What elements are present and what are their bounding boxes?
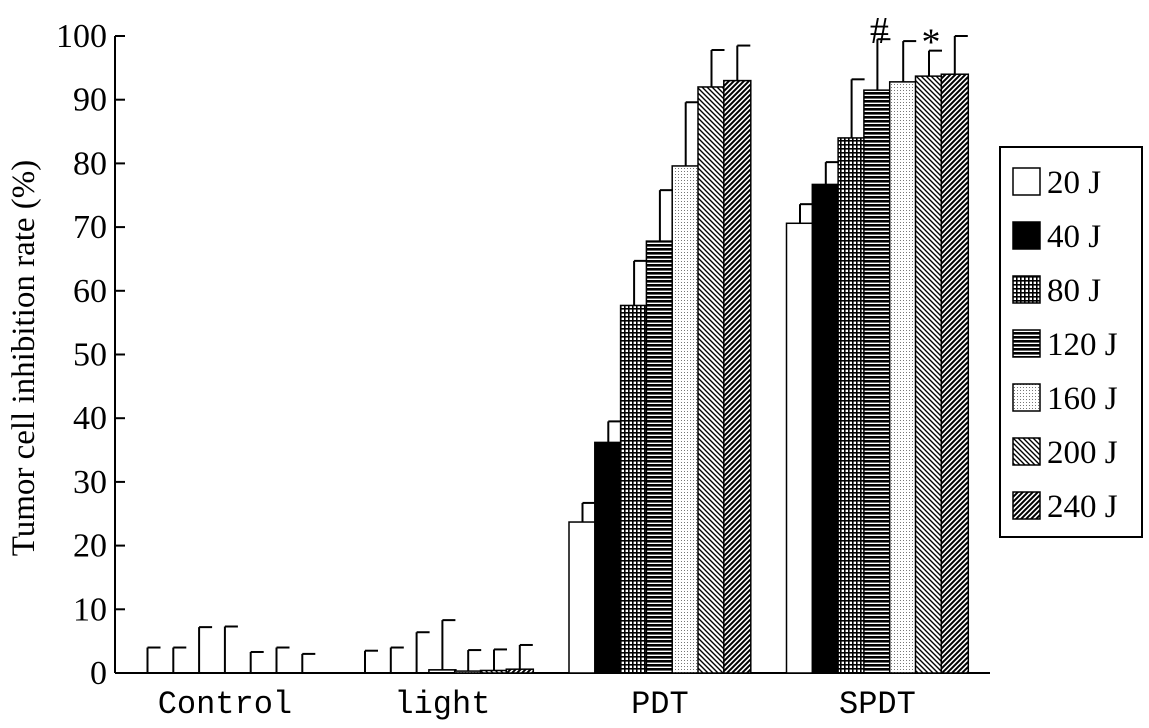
significance-marker: # <box>870 10 889 52</box>
legend-label-200-j: 200 J <box>1047 435 1118 471</box>
bar-spdt-40-j <box>811 183 841 674</box>
bar-spdt-160-j <box>888 81 918 674</box>
bar-light-160-j <box>453 670 483 674</box>
legend-label-240-j: 240 J <box>1047 489 1118 525</box>
error-bar-light-120-j <box>441 619 456 670</box>
error-bar-spdt-40-j <box>824 161 839 185</box>
error-bar-control-20-j <box>146 646 161 673</box>
legend-swatch-200-j <box>1012 437 1041 466</box>
error-bar-control-80-j <box>198 626 213 673</box>
legend-label-160-j: 160 J <box>1047 381 1118 417</box>
error-bar-pdt-40-j <box>607 420 622 443</box>
x-tick-label-control: Control <box>158 686 292 723</box>
error-bar-control-240-j <box>301 652 316 673</box>
legend-swatch-80-j <box>1012 275 1041 304</box>
bar-pdt-40-j <box>594 441 623 674</box>
legend-label-40-j: 40 J <box>1047 219 1101 255</box>
legend-label-80-j: 80 J <box>1047 273 1101 309</box>
bar-light-120-j <box>428 669 457 674</box>
error-bar-pdt-20-j <box>581 501 596 523</box>
error-bar-spdt-20-j <box>799 203 813 224</box>
bar-pdt-200-j <box>697 86 726 674</box>
y-tick-label: 70 <box>73 209 107 246</box>
bar-spdt-120-j <box>863 89 892 674</box>
error-bar-control-160-j <box>249 650 264 673</box>
error-bar-light-40-j <box>389 646 404 673</box>
y-axis-label-group: Tumor cell inhibition rate (%) <box>6 160 42 557</box>
y-tick-label: 40 <box>73 400 107 437</box>
error-bar-spdt-160-j <box>902 40 917 82</box>
error-bar-light-80-j <box>415 631 430 673</box>
x-tick-labels: Control light PDT SPDT <box>158 686 916 723</box>
bar-pdt-20-j <box>568 521 597 674</box>
legend-label-20-j: 20 J <box>1047 165 1101 201</box>
legend-swatch-240-j <box>1012 491 1041 520</box>
error-bar-spdt-200-j <box>928 49 942 77</box>
error-bar-control-40-j <box>172 646 187 673</box>
error-bar-pdt-160-j <box>684 101 699 166</box>
error-bar-light-240-j <box>518 643 533 670</box>
bar-pdt-120-j <box>645 240 675 674</box>
error-bar-light-160-j <box>467 649 482 672</box>
y-tick-label: 90 <box>73 82 107 119</box>
x-tick-label-spdt: SPDT <box>839 686 916 723</box>
error-bar-control-200-j <box>275 646 290 673</box>
error-bar-pdt-80-j <box>633 259 648 306</box>
bar-pdt-160-j <box>671 165 700 674</box>
y-tick-label: 0 <box>90 655 107 692</box>
bar-pdt-240-j <box>723 79 752 674</box>
y-axis-label: Tumor cell inhibition rate (%) <box>6 160 42 557</box>
legend: 20 J 40 J 80 J 120 J 160 J 200 J 240 J <box>999 146 1143 538</box>
legend-label-120-j: 120 J <box>1047 327 1118 363</box>
bar-spdt-200-j <box>914 75 944 674</box>
y-ticks: 0 10 20 30 40 50 60 70 80 90 100 <box>56 18 125 692</box>
error-bar-pdt-200-j <box>710 49 725 87</box>
bar-spdt-80-j <box>837 137 866 674</box>
bars <box>428 73 970 674</box>
y-tick-label: 60 <box>73 273 107 310</box>
y-tick-label: 50 <box>73 337 107 374</box>
error-bars <box>146 35 968 673</box>
bar-pdt-80-j <box>619 304 649 674</box>
error-bar-pdt-120-j <box>658 189 673 242</box>
error-bar-control-120-j <box>223 625 238 673</box>
bar-light-200-j <box>479 669 509 674</box>
legend-swatch-40-j <box>1012 221 1041 250</box>
legend-swatch-160-j <box>1012 383 1041 412</box>
error-bar-spdt-80-j <box>850 78 865 138</box>
y-tick-label: 10 <box>73 591 107 628</box>
y-tick-label: 30 <box>73 464 107 501</box>
x-tick-label-pdt: PDT <box>631 686 689 723</box>
error-bar-light-20-j <box>364 649 378 673</box>
error-bar-spdt-120-j <box>876 38 891 91</box>
annotations: # * <box>870 10 941 63</box>
bar-light-240-j <box>505 668 535 674</box>
bar-spdt-240-j <box>940 73 970 674</box>
error-bar-pdt-240-j <box>736 44 751 81</box>
legend-swatch-20-j <box>1012 167 1041 196</box>
bar-spdt-20-j <box>785 222 815 674</box>
y-tick-label: 20 <box>73 528 107 565</box>
error-bar-spdt-240-j <box>953 35 968 75</box>
x-tick-label-light: light <box>394 686 490 723</box>
significance-marker: * <box>922 22 941 64</box>
y-tick-label: 80 <box>73 145 107 182</box>
error-bar-light-200-j <box>493 648 507 671</box>
y-tick-label: 100 <box>56 18 107 55</box>
legend-swatch-120-j <box>1012 329 1041 358</box>
